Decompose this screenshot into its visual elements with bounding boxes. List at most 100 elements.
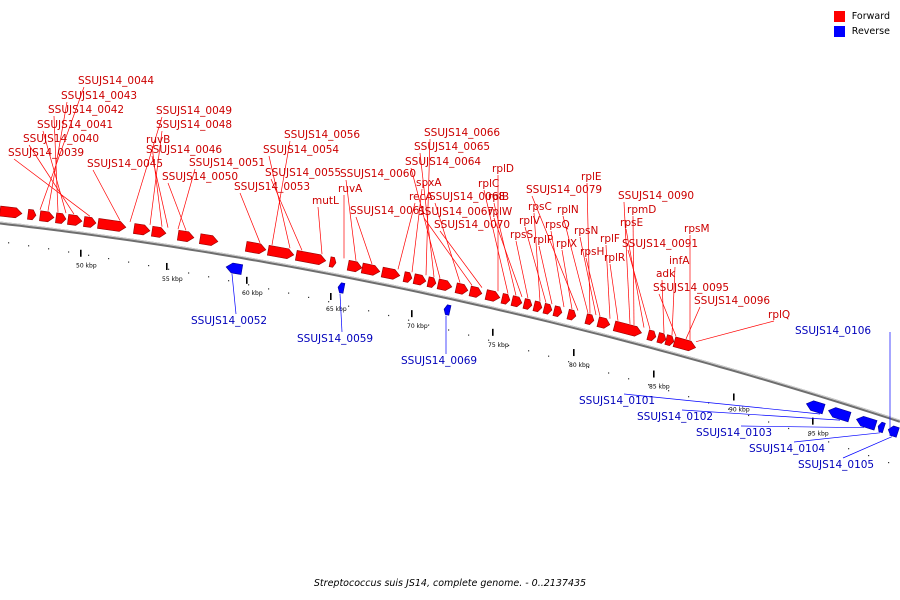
reverse-gene-label: SSUJS14_0101	[579, 395, 655, 407]
legend-forward-label: Forward	[851, 11, 890, 22]
leader-line	[268, 155, 291, 249]
leader-line	[531, 195, 579, 311]
leader-line-reverse	[842, 436, 893, 459]
reverse-gene-3	[805, 400, 826, 415]
leader-line	[13, 158, 91, 217]
leader-line	[28, 144, 75, 215]
forward-gene-label: SSUJS14_0050	[162, 171, 238, 183]
reverse-gene-0	[225, 262, 244, 275]
forward-gene-37	[664, 334, 675, 346]
legend-forward: Forward	[833, 9, 890, 24]
scale-major-tick	[246, 276, 248, 284]
leader-line	[410, 167, 441, 279]
leader-line	[92, 169, 121, 221]
leader-line	[533, 212, 541, 302]
leader-line	[53, 115, 59, 213]
leader-line	[42, 130, 67, 214]
leader-line	[271, 140, 291, 245]
scale-label: 60 kbp	[242, 290, 263, 297]
leader-line	[605, 244, 611, 319]
scale-dot	[728, 408, 730, 410]
legend: Forward Reverse	[833, 9, 890, 39]
reverse-gene-5	[856, 416, 878, 431]
leader-line	[585, 257, 601, 317]
forward-gene-29	[542, 302, 553, 315]
leader-line	[493, 217, 523, 298]
leader-line-reverse	[740, 425, 865, 429]
scale-dot	[788, 427, 790, 430]
backbone-highlight	[0, 221, 900, 421]
forward-gene-label: SSUJS14_0039	[8, 147, 84, 159]
forward-gene-label: SSUJS14_0048	[156, 119, 232, 131]
forward-gene-26	[510, 295, 523, 308]
scale-dot	[668, 390, 670, 392]
reverse-gene-1	[337, 282, 346, 294]
leader-line	[47, 101, 68, 211]
scale-dot	[488, 339, 490, 341]
forward-gene-label: SSUJS14_0096	[694, 295, 770, 307]
scale-dot	[468, 334, 470, 336]
forward-gene-label: SSUJS14_0079	[526, 184, 602, 196]
forward-gene-18	[402, 271, 413, 283]
forward-gene-label: rplW	[488, 206, 513, 218]
leader-line	[239, 192, 261, 243]
forward-gene-label: rplC	[478, 178, 499, 190]
forward-gene-label: rplB	[488, 191, 509, 203]
leader-line	[39, 86, 85, 210]
scale-label: 85 kbp	[649, 384, 670, 391]
scale-dot	[368, 310, 370, 312]
forward-gene-19	[412, 273, 427, 286]
scale-label: 75 kbp	[488, 342, 509, 349]
forward-gene-16	[360, 262, 381, 276]
forward-gene-20	[426, 276, 437, 288]
scale-dot	[688, 396, 690, 398]
forward-gene-label: SSUJS14_0045	[87, 158, 163, 170]
forward-gene-label: SSUJS14_0055	[265, 167, 341, 179]
scale-dot	[388, 314, 390, 317]
scale-dot	[208, 276, 210, 278]
forward-gene-9	[176, 229, 195, 243]
leader-line	[425, 138, 431, 276]
scale-dot	[508, 344, 510, 347]
leader-line	[561, 249, 573, 310]
map-caption: Streptococcus suis JS14, complete genome…	[313, 578, 587, 589]
scale-major-tick	[166, 262, 168, 270]
reverse-gene-label: SSUJS14_0104	[749, 443, 825, 455]
leader-line-reverse	[231, 273, 237, 315]
forward-gene-label: SSUJS14_0070	[434, 219, 510, 231]
forward-gene-label: rplF	[600, 233, 620, 245]
forward-gene-7	[133, 223, 151, 236]
forward-gene-4	[67, 214, 83, 226]
leader-line	[151, 155, 169, 228]
forward-gene-label: rplE	[581, 171, 602, 183]
leader-line	[423, 217, 473, 286]
scale-dot	[648, 384, 650, 386]
forward-gene-5	[83, 216, 97, 228]
forward-gene-6	[97, 218, 127, 232]
reverse-gene-label: SSUJS14_0105	[798, 459, 874, 471]
reverse-gene-4	[828, 407, 852, 423]
forward-gene-label: rplP	[533, 234, 553, 246]
leader-line	[317, 206, 323, 255]
forward-gene-label: rpsQ	[545, 219, 570, 231]
leader-line	[419, 152, 435, 277]
scale-dot	[768, 421, 770, 423]
scale-dot	[8, 242, 10, 244]
forward-gene-label: SSUJS14_0061	[350, 205, 426, 217]
scale-dot	[448, 329, 450, 331]
forward-gene-label: SSUJS14_0049	[156, 105, 232, 117]
scale-dot	[28, 245, 30, 247]
scale-dot	[848, 448, 850, 450]
scale-dot	[148, 265, 150, 267]
scale-dot	[808, 434, 810, 436]
forward-gene-31	[566, 308, 577, 321]
scale-dot	[68, 251, 70, 253]
scale-major-tick	[812, 417, 814, 425]
forward-gene-10	[198, 233, 219, 246]
leader-line	[538, 245, 553, 305]
scale-dot	[588, 366, 590, 368]
scale-label: 90 kbp	[729, 406, 750, 413]
scale-major-tick	[411, 310, 413, 318]
scale-label: 65 kbp	[326, 306, 347, 313]
leader-line-reverse	[339, 293, 343, 333]
